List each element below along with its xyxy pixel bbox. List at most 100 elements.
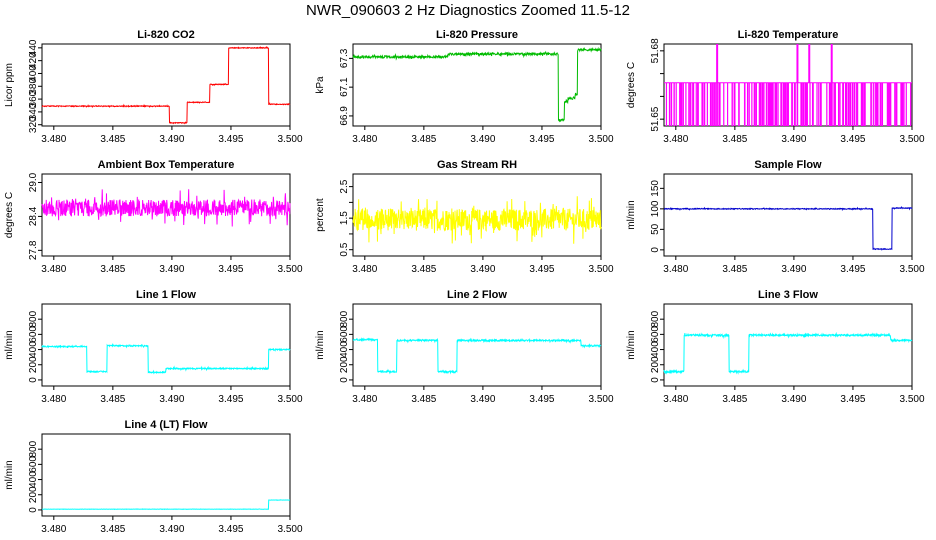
- series-line: [352, 46, 602, 123]
- x-tick-label: 3.485: [100, 264, 125, 275]
- y-tick-label: 200: [28, 356, 39, 373]
- y-tick-label: 400: [28, 471, 39, 488]
- y-axis-label: Licor ppm: [4, 63, 15, 107]
- x-tick-label: 3.480: [352, 394, 377, 405]
- y-tick-label: 600: [650, 326, 661, 343]
- series-line: [41, 189, 291, 227]
- x-tick-label: 3.495: [840, 134, 865, 145]
- y-tick-label: 0: [650, 377, 661, 383]
- plot-frame: [352, 303, 602, 387]
- x-tick-label: 3.500: [277, 264, 302, 275]
- chart-panel: Line 1 Flow 3.480 3.485 3.490 3.495 3.500 0 200…: [4, 289, 303, 405]
- y-axis-label: ml/min: [626, 200, 637, 229]
- x-tick-label: 3.490: [159, 134, 184, 145]
- x-tick-label: 3.485: [100, 134, 125, 145]
- x-tick-label: 3.485: [100, 524, 125, 535]
- y-axis-label: ml/min: [4, 460, 15, 489]
- y-tick-label: 0: [339, 377, 350, 383]
- x-tick-label: 3.490: [470, 134, 495, 145]
- x-tick-label: 3.495: [529, 264, 554, 275]
- y-tick-label: 380: [28, 78, 39, 95]
- y-tick-label: 150: [650, 180, 661, 197]
- panel-title: Sample Flow: [754, 159, 822, 171]
- panel-title: Li-820 Pressure: [436, 29, 518, 41]
- y-tick-label: 600: [339, 326, 350, 343]
- x-tick-label: 3.480: [41, 394, 66, 405]
- x-tick-label: 3.490: [159, 264, 184, 275]
- y-tick-label: 200: [650, 356, 661, 373]
- x-tick-label: 3.485: [722, 264, 747, 275]
- x-tick-label: 3.490: [159, 394, 184, 405]
- x-tick-label: 3.495: [529, 134, 554, 145]
- x-tick-label: 3.500: [899, 394, 924, 405]
- y-tick-label: 400: [339, 341, 350, 358]
- y-axis-label: degrees C: [4, 192, 15, 238]
- x-tick-label: 3.500: [277, 134, 302, 145]
- panel-title: Ambient Box Temperature: [98, 159, 235, 171]
- x-tick-label: 3.495: [218, 394, 243, 405]
- x-tick-label: 3.490: [159, 524, 184, 535]
- x-tick-label: 3.495: [529, 394, 554, 405]
- panel-title: Li-820 CO2: [137, 29, 194, 41]
- x-tick-label: 3.480: [41, 524, 66, 535]
- y-tick-label: 0: [28, 507, 39, 513]
- panel-title: Li-820 Temperature: [738, 29, 839, 41]
- y-tick-label: 67.3: [339, 48, 350, 68]
- panel-title: Line 2 Flow: [447, 289, 507, 301]
- x-tick-label: 3.495: [218, 264, 243, 275]
- x-tick-label: 3.480: [663, 394, 688, 405]
- series-line: [352, 196, 602, 244]
- x-tick-label: 3.485: [411, 264, 436, 275]
- x-tick-label: 3.500: [588, 264, 613, 275]
- series-line: [663, 331, 913, 375]
- y-tick-label: 1.5: [339, 211, 350, 225]
- chart-panel: Line 2 Flow 3.480 3.485 3.490 3.495 3.500 0 200…: [315, 289, 614, 405]
- y-tick-label: 420: [28, 52, 39, 69]
- panel-title: Line 3 Flow: [758, 289, 818, 301]
- x-tick-label: 3.500: [588, 134, 613, 145]
- y-tick-label: 400: [28, 341, 39, 358]
- x-tick-label: 3.485: [722, 394, 747, 405]
- x-tick-label: 3.480: [41, 134, 66, 145]
- chart-panel: Line 3 Flow 3.480 3.485 3.490 3.495 3.500 0 200…: [626, 289, 925, 405]
- y-tick-label: 320: [28, 116, 39, 133]
- y-tick-label: 400: [650, 341, 661, 358]
- y-axis-label: ml/min: [315, 330, 326, 359]
- panel-title: Line 4 (LT) Flow: [125, 419, 208, 431]
- y-tick-label: 200: [339, 356, 350, 373]
- chart-panel: Sample Flow 3.480 3.485 3.490 3.495 3.500 0 50 1…: [626, 159, 925, 275]
- x-tick-label: 3.500: [899, 134, 924, 145]
- y-tick-label: 0.5: [339, 242, 350, 256]
- y-tick-label: 800: [28, 440, 39, 457]
- y-tick-label: 29.0: [28, 172, 39, 192]
- x-tick-label: 3.490: [470, 394, 495, 405]
- x-tick-label: 3.490: [781, 264, 806, 275]
- series-line: [41, 499, 291, 511]
- y-tick-label: 400: [28, 65, 39, 82]
- panel-title: Gas Stream RH: [437, 159, 517, 171]
- x-tick-label: 3.485: [100, 394, 125, 405]
- plot-frame: [352, 173, 602, 257]
- x-tick-label: 3.480: [41, 264, 66, 275]
- x-tick-label: 3.495: [218, 134, 243, 145]
- chart-panel: Li-820 Temperature 3.480 3.485 3.490 3.495 3.…: [626, 29, 925, 145]
- y-axis-label: ml/min: [4, 330, 15, 359]
- y-tick-label: 0: [28, 377, 39, 383]
- x-tick-label: 3.495: [840, 394, 865, 405]
- y-tick-label: 51.65: [650, 106, 661, 131]
- x-tick-label: 3.500: [277, 394, 302, 405]
- series-line: [663, 205, 913, 251]
- x-tick-label: 3.480: [352, 134, 377, 145]
- x-tick-label: 3.480: [352, 264, 377, 275]
- y-tick-label: 360: [28, 90, 39, 107]
- y-axis-label: degrees C: [626, 62, 637, 108]
- chart-panel: Li-820 CO2 3.480 3.485 3.490 3.495 3.500 32034…: [4, 29, 303, 145]
- y-tick-label: 2.5: [339, 179, 350, 193]
- chart-panel: Gas Stream RH 3.480 3.485 3.490 3.495 3.500 0.…: [315, 159, 614, 275]
- y-tick-label: 600: [28, 456, 39, 473]
- y-tick-label: 50: [650, 223, 661, 235]
- x-tick-label: 3.495: [218, 524, 243, 535]
- x-tick-label: 3.500: [899, 264, 924, 275]
- x-tick-label: 3.495: [840, 264, 865, 275]
- y-tick-label: 800: [339, 310, 350, 327]
